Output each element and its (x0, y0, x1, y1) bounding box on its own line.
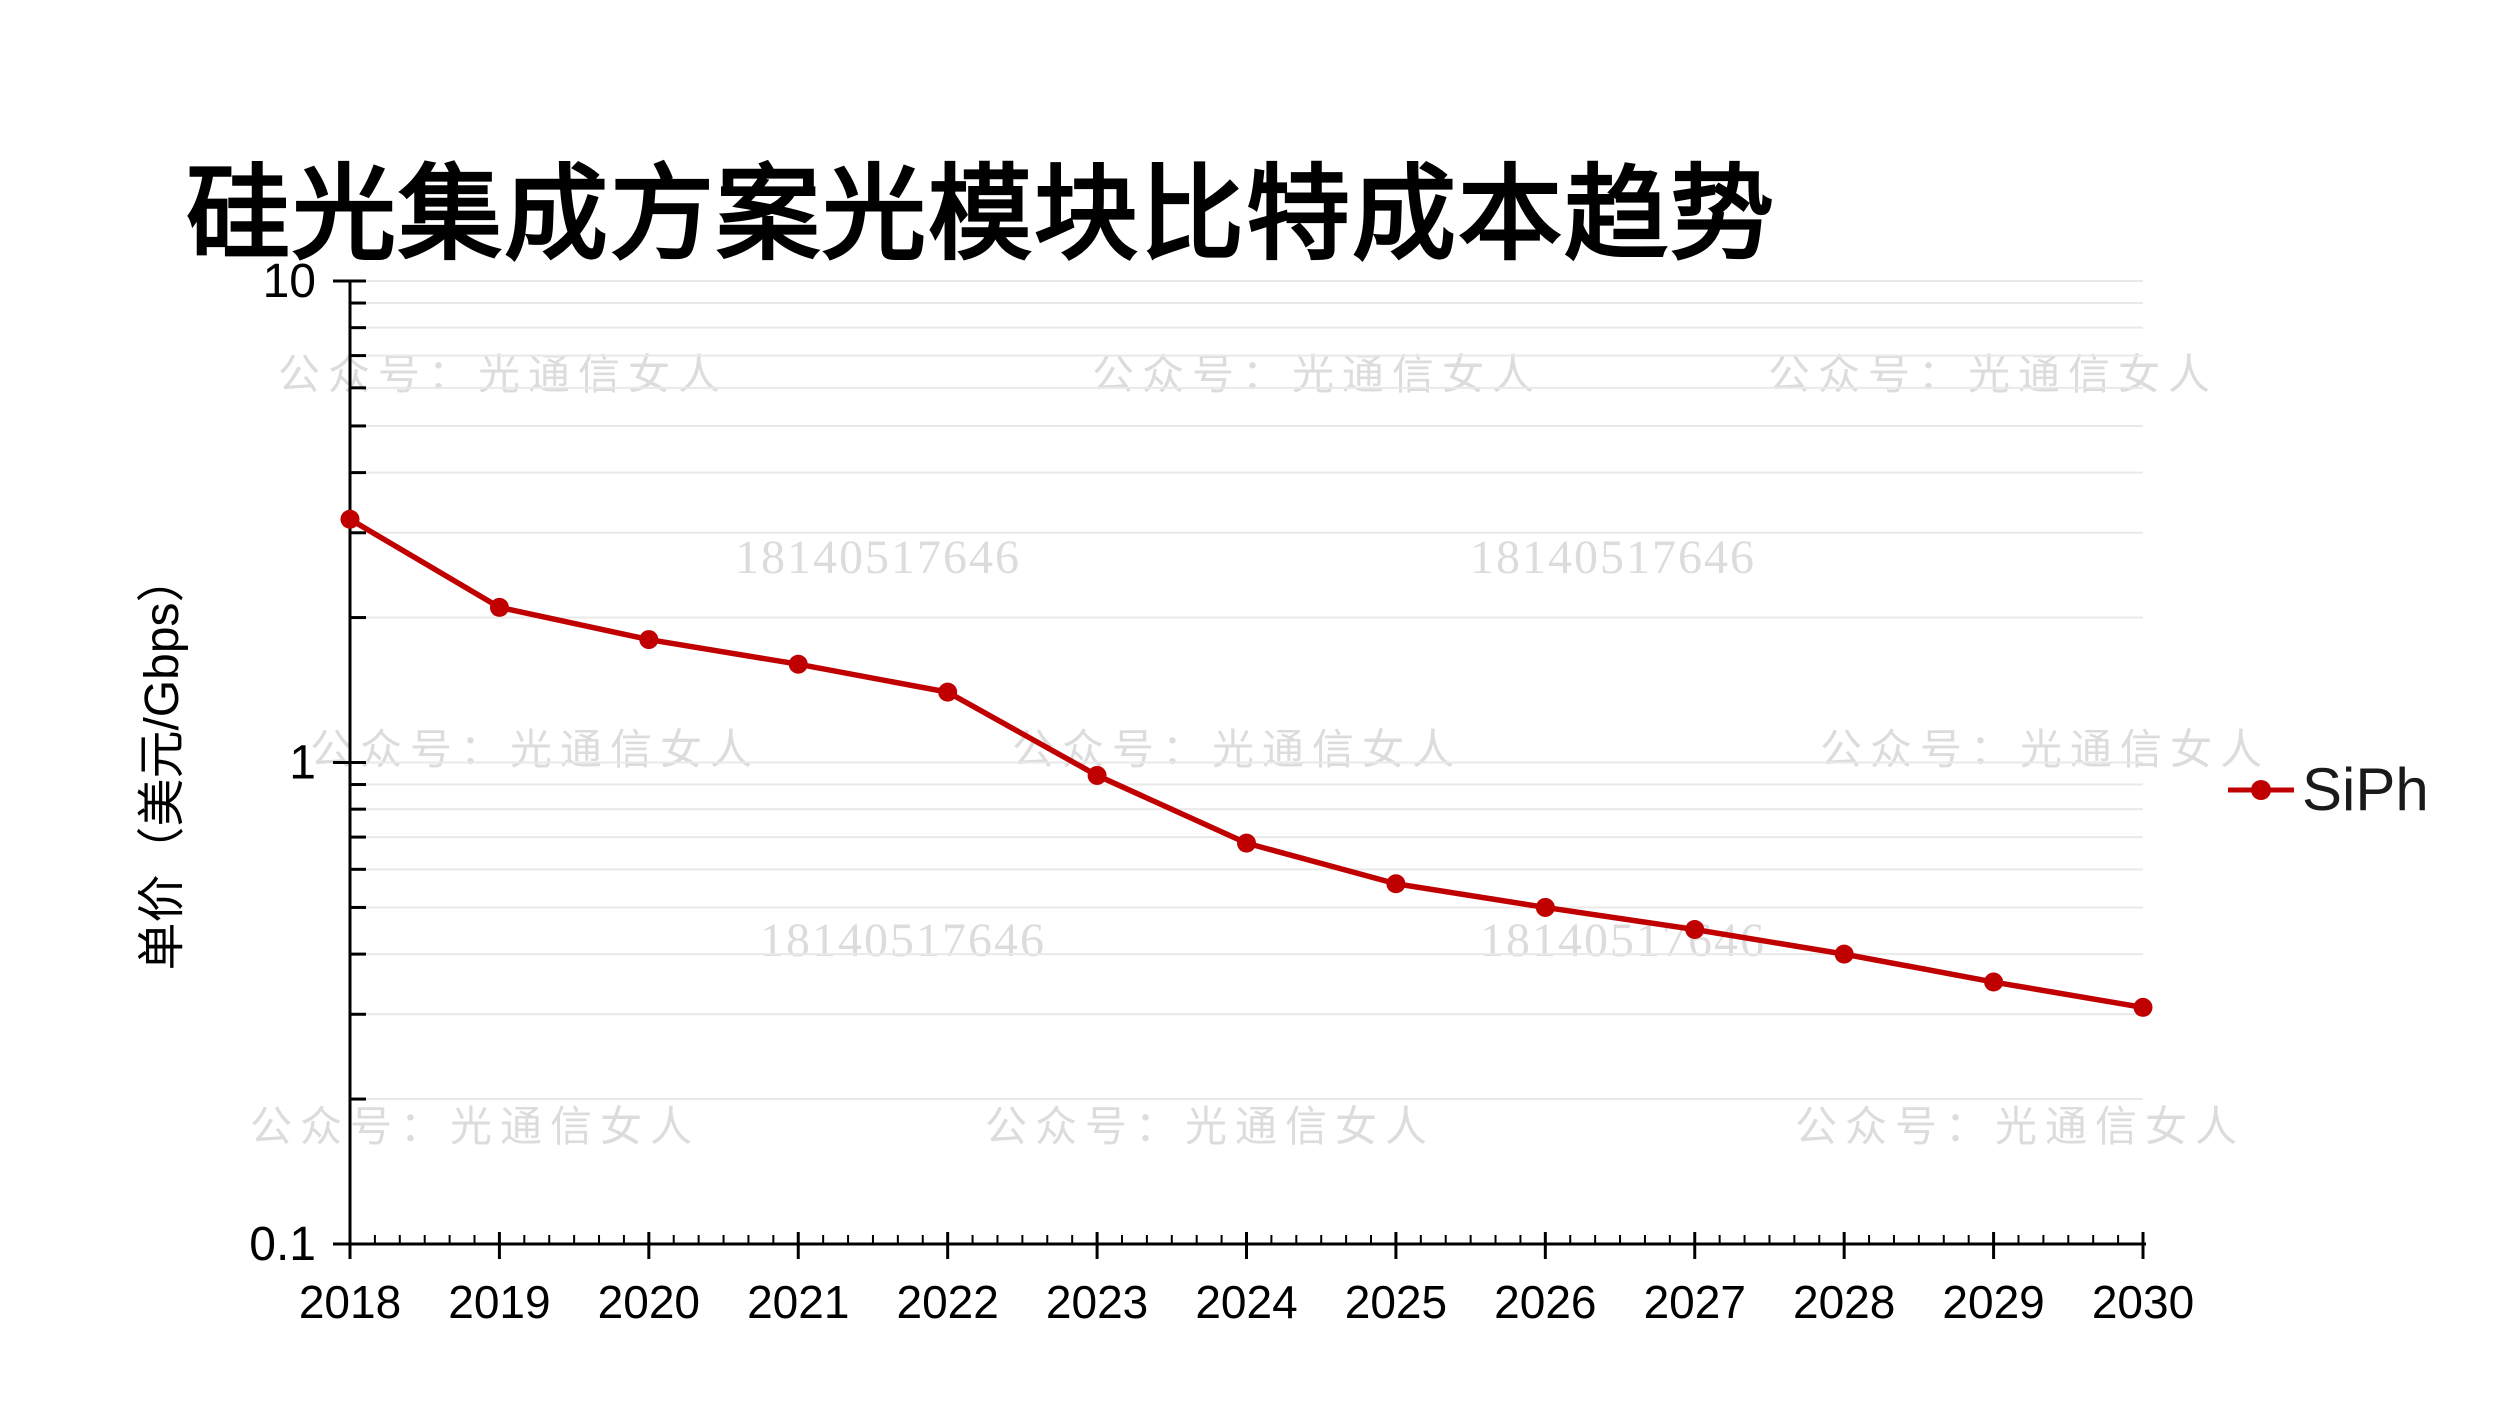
legend-series-label: SiPh (2302, 756, 2429, 823)
x-tick-label: 2027 (1644, 1276, 1746, 1328)
legend-marker-dot (2251, 780, 2271, 800)
y-tick-label: 1 (289, 737, 316, 790)
data-point-marker (489, 597, 509, 617)
y-tick-label: 0.1 (249, 1218, 316, 1271)
chart-title: 硅光集成方案光模块比特成本趋势 (186, 156, 1777, 273)
x-tick-label: 2023 (1046, 1276, 1148, 1328)
x-tick-label: 2024 (1195, 1276, 1297, 1328)
legend: SiPh (2228, 756, 2429, 823)
y-axis-title: 单价（美元/Gbps） (136, 554, 189, 970)
watermark-phone: 18140517646 (760, 914, 1046, 967)
watermark-phone: 18140517646 (735, 531, 1021, 584)
data-point-marker (639, 630, 659, 650)
data-point-marker (788, 654, 808, 674)
x-tick-label: 2022 (896, 1276, 998, 1328)
x-tick-label: 2021 (747, 1276, 849, 1328)
axes (333, 279, 2146, 1259)
data-point-marker (340, 509, 360, 529)
data-point-marker (2133, 997, 2153, 1017)
siph-series-line (340, 509, 2153, 1017)
x-tick-label: 2018 (299, 1276, 401, 1328)
watermark-wechat: 公众号：光通信女人 (278, 352, 728, 399)
watermark-wechat: 公众号：光通信女人 (1768, 352, 2218, 399)
x-tick-label: 2029 (1942, 1276, 2044, 1328)
x-tick-label: 2025 (1345, 1276, 1447, 1328)
watermark-phone: 18140517646 (1470, 531, 1756, 584)
x-tick-label: 2026 (1494, 1276, 1596, 1328)
data-point-marker (1087, 765, 1107, 785)
watermark-wechat: 公众号：光通信女人 (250, 1104, 700, 1151)
x-tick-label: 2020 (598, 1276, 700, 1328)
y-tick-label: 10 (263, 255, 316, 308)
data-point-marker (1834, 944, 1854, 964)
data-point-marker (1685, 919, 1705, 939)
x-tick-label: 2030 (2092, 1276, 2194, 1328)
gridlines (350, 280, 2143, 1101)
data-point-marker (1237, 833, 1256, 853)
watermark-wechat: 公众号：光通信女人 (310, 727, 760, 774)
watermark-phone: 18140517646 (1480, 914, 1766, 967)
watermark-wechat: 公众号：光通信女人 (1795, 1104, 2245, 1151)
data-point-marker (938, 682, 958, 702)
watermark-wechat: 公众号：光通信女人 (985, 1104, 1435, 1151)
watermark-wechat: 公众号：光通信女人 (1092, 352, 1542, 399)
x-tick-label: 2019 (448, 1276, 550, 1328)
data-point-marker (1535, 897, 1555, 917)
watermark-wechat: 公众号：光通信女人 (1820, 727, 2270, 774)
data-point-marker (1386, 874, 1406, 894)
data-point-marker (1984, 972, 2004, 992)
x-tick-label: 2028 (1793, 1276, 1895, 1328)
